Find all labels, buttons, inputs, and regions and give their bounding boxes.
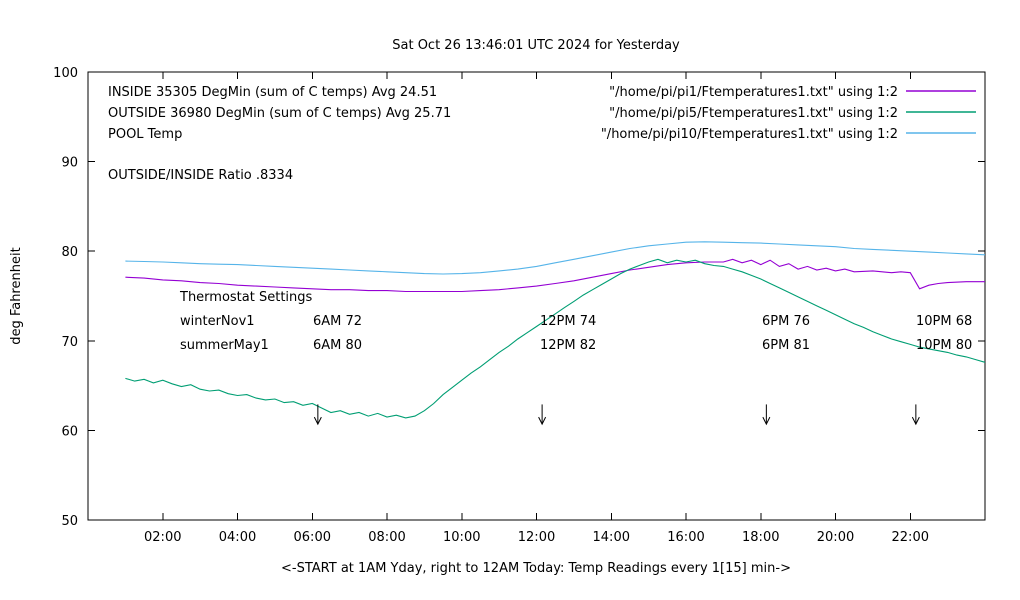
thermostat-settings: Thermostat Settings winterNov1 6AM 72 12… [179,290,972,353]
series-line-inside [125,258,985,293]
x-tick-label: 16:00 [667,530,704,545]
x-tick-label: 14:00 [593,530,630,545]
thermostat-setting: 10PM 80 [916,338,972,353]
ticks-layer: 02:00 04:00 06:00 08:00 10:00 12:00 14:00 16:00… [53,66,985,545]
thermostat-setting: 6PM 76 [762,314,810,329]
y-tick-label: 70 [61,335,78,350]
legend-file-label: "/home/pi/pi1/Ftemperatures1.txt" using … [609,85,898,100]
ratio-label: OUTSIDE/INSIDE Ratio .8334 [108,168,293,183]
thermostat-row-name: winterNov1 [180,314,255,329]
thermostat-setting: 12PM 82 [540,338,596,353]
y-tick-label: 90 [61,156,78,171]
legend-file-label: "/home/pi/pi10/Ftemperatures1.txt" using… [601,127,898,142]
x-tick-label: 18:00 [742,530,779,545]
legend-file-label: "/home/pi/pi5/Ftemperatures1.txt" using … [609,106,898,121]
legend: INSIDE 35305 DegMin (sum of C temps) Avg… [108,85,976,183]
thermostat-setting: 12PM 74 [540,314,596,329]
thermostat-setting: 10PM 68 [916,314,972,329]
x-tick-label: 06:00 [294,530,331,545]
thermostat-setting: 6PM 81 [762,338,810,353]
time-marker-arrow-head [313,416,322,426]
time-marker-arrow-head [911,416,920,426]
x-axis-label: <-START at 1AM Yday, right to 12AM Today… [281,561,791,576]
chart-title: Sat Oct 26 13:46:01 UTC 2024 for Yesterd… [392,38,680,53]
x-tick-label: 10:00 [443,530,480,545]
y-tick-label: 60 [61,424,78,439]
legend-row-label: INSIDE 35305 DegMin (sum of C temps) Avg… [108,85,437,100]
legend-row-label: POOL Temp [108,127,182,142]
y-axis-label: deg Fahrenheit [9,247,24,344]
series-layer [125,241,986,419]
x-tick-label: 12:00 [518,530,555,545]
series-line-pool [125,241,986,275]
thermostat-title: Thermostat Settings [179,290,313,305]
thermostat-row-name: summerMay1 [180,338,269,353]
legend-row-label: OUTSIDE 36980 DegMin (sum of C temps) Av… [108,106,451,121]
x-tick-label: 20:00 [817,530,854,545]
y-tick-label: 50 [61,514,78,529]
series-line-outside [125,258,986,419]
y-tick-label: 80 [61,245,78,260]
arrows-layer [313,404,920,426]
x-tick-label: 08:00 [368,530,405,545]
thermostat-setting: 6AM 80 [313,338,362,353]
thermostat-setting: 6AM 72 [313,314,362,329]
time-marker-arrow-head [762,416,771,426]
time-marker-arrow-head [538,416,547,426]
y-tick-label: 100 [53,66,78,81]
x-tick-label: 02:00 [144,530,181,545]
x-tick-label: 22:00 [892,530,929,545]
x-tick-label: 04:00 [219,530,256,545]
